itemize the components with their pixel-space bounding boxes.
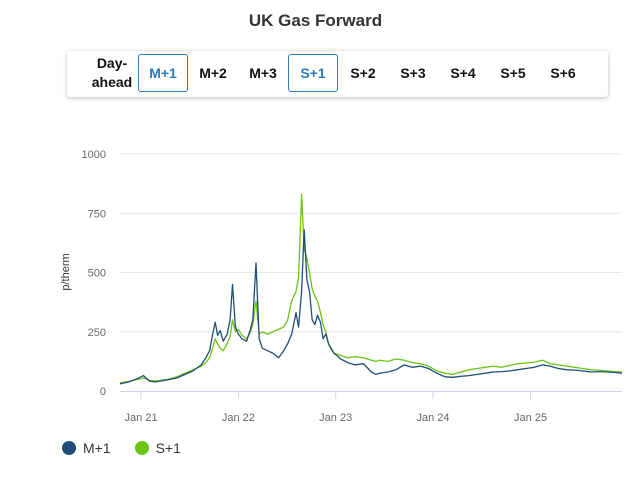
- tab-label: S+5: [500, 65, 526, 81]
- y-tick-label: 0: [100, 386, 106, 398]
- axes: 0 250 500 750 1000 Jan 21 Jan 22 Jan 23 Jan 24 Ja…: [82, 149, 622, 424]
- y-tick-label: 250: [88, 327, 106, 339]
- series-line-m1: [119, 229, 623, 385]
- gridlines: [120, 153, 622, 333]
- tab-label: S+2: [350, 65, 376, 81]
- tab-s4[interactable]: S+4: [438, 54, 488, 92]
- legend-item-s1[interactable]: S+1: [134, 440, 181, 456]
- tab-m3[interactable]: M+3: [238, 54, 288, 92]
- tab-s1[interactable]: S+1: [288, 54, 338, 92]
- y-tick-label: 500: [88, 268, 106, 280]
- tab-s3[interactable]: S+3: [388, 54, 438, 92]
- tab-m2[interactable]: M+2: [188, 54, 238, 92]
- tab-day-ahead[interactable]: Day-ahead: [87, 54, 137, 92]
- tab-s5[interactable]: S+5: [488, 54, 538, 92]
- tab-s6[interactable]: S+6: [538, 54, 588, 92]
- x-tick-label: Jan 22: [222, 412, 255, 424]
- chart-title: UK Gas Forward: [248, 11, 383, 30]
- tab-label: Day-ahead: [91, 55, 133, 90]
- x-tick-label: Jan 23: [319, 412, 352, 424]
- series-lines: [119, 193, 623, 385]
- legend-label-s1: S+1: [155, 440, 181, 456]
- tab-label: S+6: [550, 65, 576, 81]
- tab-label: M+3: [249, 65, 277, 81]
- legend-label-m1: M+1: [83, 440, 111, 456]
- tab-label: S+4: [450, 65, 476, 81]
- legend-item-m1[interactable]: M+1: [62, 440, 111, 456]
- x-tick-label: Jan 21: [125, 412, 158, 424]
- y-tick-label: 1000: [82, 149, 106, 161]
- range-selector: Day-ahead M+1 M+2 M+3 S+1 S+2 S+3 S+4 S+…: [67, 51, 608, 97]
- x-tick-label: Jan 24: [416, 412, 449, 424]
- legend: M+1 S+1: [62, 440, 205, 456]
- tab-label: M+1: [149, 65, 177, 81]
- tab-s2[interactable]: S+2: [338, 54, 388, 92]
- tab-label: M+2: [199, 65, 227, 81]
- series-line-s1: [119, 193, 623, 384]
- legend-marker-m1: [62, 441, 76, 455]
- x-tick-label: Jan 25: [514, 412, 547, 424]
- tab-m1[interactable]: M+1: [138, 54, 188, 92]
- y-axis-label: p/therm: [60, 253, 72, 290]
- tab-label: S+1: [300, 65, 326, 81]
- tab-label: S+3: [400, 65, 426, 81]
- legend-marker-s1: [134, 441, 149, 455]
- y-tick-label: 750: [88, 208, 106, 220]
